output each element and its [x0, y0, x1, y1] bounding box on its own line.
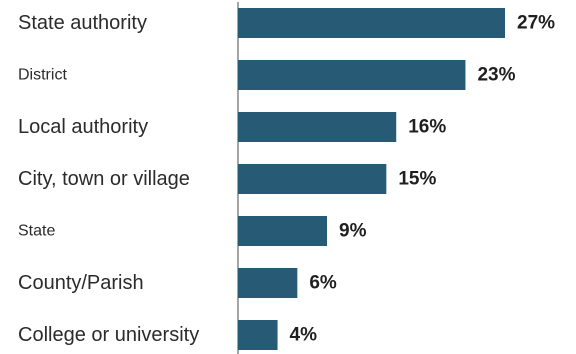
bar	[238, 60, 466, 90]
category-label: City, town or village	[18, 168, 190, 190]
bar	[238, 164, 387, 194]
category-label: State	[18, 223, 55, 240]
bar	[238, 268, 298, 298]
bar	[238, 320, 278, 350]
value-label: 4%	[290, 325, 318, 346]
category-label: District	[18, 67, 67, 84]
category-label: County/Parish	[18, 272, 144, 294]
value-label: 15%	[398, 169, 436, 190]
value-label: 27%	[517, 13, 555, 34]
bar	[238, 216, 327, 246]
value-label: 23%	[477, 65, 515, 86]
bars-group	[238, 8, 505, 350]
bar	[238, 112, 397, 142]
value-labels-group: 27% 23% 16% 15% 9% 6% 4%	[290, 13, 556, 346]
category-label: Local authority	[18, 116, 148, 138]
value-label: 6%	[309, 273, 337, 294]
bar	[238, 8, 505, 38]
category-label: College or university	[18, 324, 199, 346]
value-label: 9%	[339, 221, 367, 242]
category-label: State authority	[18, 12, 147, 34]
value-label: 16%	[408, 117, 446, 138]
category-labels-group: State authority District Local authority Ci…	[18, 12, 199, 346]
